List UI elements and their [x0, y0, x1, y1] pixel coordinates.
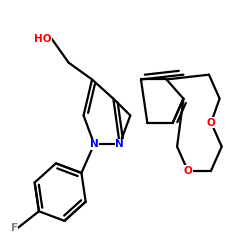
- Text: N: N: [90, 139, 98, 149]
- Text: HO: HO: [34, 34, 52, 44]
- Text: F: F: [10, 223, 18, 233]
- Text: O: O: [207, 118, 216, 128]
- Text: N: N: [115, 139, 124, 149]
- Text: O: O: [183, 166, 192, 175]
